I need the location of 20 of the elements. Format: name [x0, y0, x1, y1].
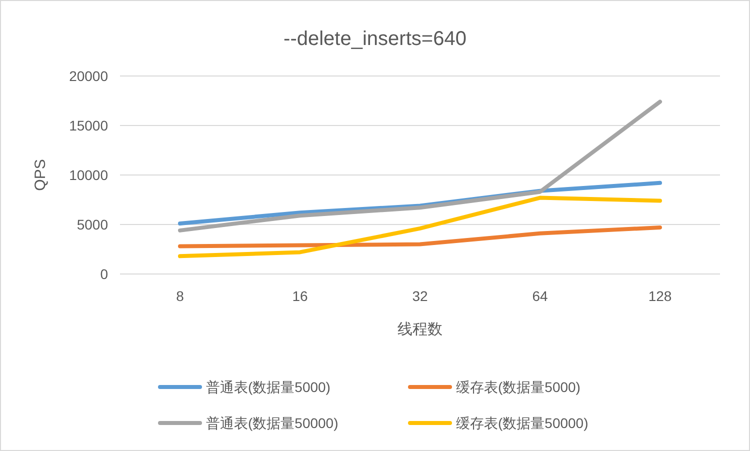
- y-tick-label: 10000: [69, 167, 108, 183]
- x-tick-label: 8: [176, 288, 184, 304]
- legend-label: 缓存表(数据量5000): [456, 379, 580, 395]
- line-series: [178, 225, 662, 248]
- x-axis-title: 线程数: [398, 321, 442, 338]
- line-series: [178, 100, 662, 232]
- legend-label: 普通表(数据量5000): [206, 379, 330, 395]
- legend-label: 缓存表(数据量50000): [456, 415, 588, 431]
- x-tick-label: 16: [292, 288, 308, 304]
- line-series: [178, 196, 662, 258]
- x-tick-label: 64: [532, 288, 548, 304]
- y-tick-label: 0: [100, 266, 108, 282]
- y-tick-label: 15000: [69, 118, 108, 134]
- y-tick-label: 5000: [76, 216, 108, 232]
- y-axis-title: QPS: [32, 159, 49, 191]
- y-tick-label: 20000: [69, 68, 108, 84]
- x-tick-label: 32: [412, 288, 428, 304]
- legend-label: 普通表(数据量50000): [206, 415, 338, 431]
- chart-title: --delete_inserts=640: [284, 28, 466, 50]
- x-tick-label: 128: [648, 288, 672, 304]
